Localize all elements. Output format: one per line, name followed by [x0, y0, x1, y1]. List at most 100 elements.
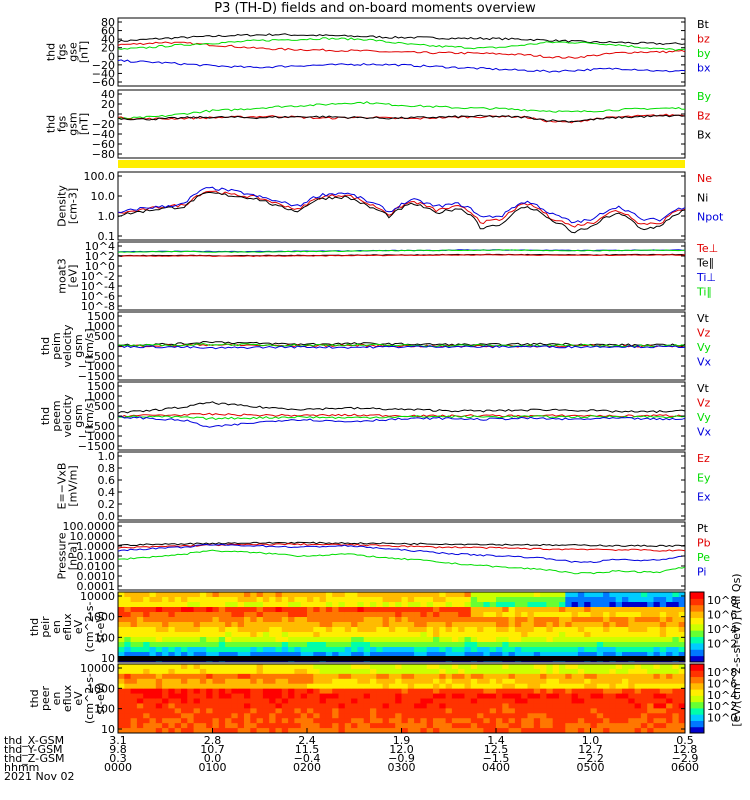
- ytick-label: 40: [101, 88, 115, 101]
- spectrogram-cell: [344, 602, 352, 608]
- spectrogram-cell: [275, 708, 283, 714]
- spectrogram-cell: [388, 664, 396, 670]
- spectrogram-cell: [666, 683, 673, 690]
- spectrogram-cell: [174, 688, 182, 694]
- spectrogram-cell: [206, 683, 213, 690]
- spectrogram-cell: [622, 673, 629, 680]
- spectrogram-cell: [212, 723, 220, 729]
- spectrogram-cell: [206, 647, 213, 653]
- spectrogram-cell: [288, 723, 295, 729]
- ylabel-line: en: [50, 692, 63, 706]
- spectrogram-cell: [275, 612, 283, 618]
- spectrogram-cell: [565, 637, 572, 643]
- spectrogram-cell: [508, 688, 516, 694]
- spectrogram-cell: [634, 617, 642, 623]
- legend-Ti∥: Ti∥: [696, 286, 712, 299]
- spectrogram-cell: [124, 673, 131, 680]
- spectrogram-cell: [577, 637, 585, 643]
- spectrogram-cell: [244, 718, 251, 724]
- spectrogram-cell: [678, 622, 686, 628]
- spectrogram-cell: [199, 713, 207, 719]
- spectrogram-cell: [640, 698, 648, 704]
- spectrogram-cell: [124, 693, 131, 699]
- spectrogram-cell: [237, 597, 245, 603]
- spectrogram-cell: [237, 708, 245, 714]
- spectrogram-cell: [433, 622, 440, 628]
- ytick-label: −60: [92, 76, 115, 89]
- spectrogram-cell: [603, 602, 610, 608]
- spectrogram-cell: [149, 703, 157, 709]
- spectrogram-cell: [244, 664, 251, 670]
- spectrogram-cell: [351, 723, 358, 729]
- spectrogram-cell: [603, 668, 610, 675]
- spectrogram-cell: [622, 622, 629, 628]
- spectrogram-cell: [319, 632, 327, 638]
- spectrogram-cell: [489, 668, 497, 675]
- spectrogram-cell: [250, 673, 257, 680]
- spectrogram-cell: [483, 647, 491, 653]
- spectrogram-cell: [344, 728, 352, 734]
- spectrogram-cell: [193, 622, 201, 628]
- ylabel-line: [km/s]: [83, 328, 96, 363]
- spectrogram-cell: [225, 708, 232, 714]
- spectrogram-cell: [439, 718, 446, 724]
- spectrogram-cell: [218, 698, 226, 704]
- spectrogram-cell: [288, 597, 295, 603]
- ytick-label: 0: [108, 108, 115, 121]
- spectrogram-cell: [666, 698, 673, 704]
- colorbar-step: [690, 695, 704, 703]
- spectrogram-cell: [571, 652, 579, 658]
- spectrogram-cell: [502, 708, 509, 714]
- spectrogram-cell: [344, 642, 352, 648]
- spectrogram-cell: [496, 693, 503, 699]
- spectrogram-cell: [275, 698, 283, 704]
- spectrogram-cell: [584, 617, 591, 623]
- spectrogram-cell: [244, 647, 251, 653]
- spectrogram-cell: [199, 632, 207, 638]
- spectrogram-cell: [244, 703, 251, 709]
- spectrogram-cell: [477, 728, 484, 734]
- spectrogram-cell: [477, 698, 484, 704]
- spectrogram-cell: [244, 708, 251, 714]
- spectrogram-cell: [596, 708, 604, 714]
- spectrogram-cell: [269, 728, 276, 734]
- spectrogram-cell: [407, 693, 415, 699]
- spectrogram-cell: [426, 693, 434, 699]
- spectrogram-cell: [313, 642, 320, 648]
- spectrogram-cell: [181, 713, 188, 719]
- spectrogram-cell: [615, 652, 623, 658]
- spectrogram-cell: [640, 688, 648, 694]
- spectrogram-cell: [445, 664, 453, 670]
- spectrogram-cell: [388, 642, 396, 648]
- spectrogram-cell: [124, 597, 131, 603]
- spectrogram-cell: [483, 632, 491, 638]
- spectrogram-cell: [615, 703, 623, 709]
- time-axis-value: 0600: [671, 761, 699, 774]
- spectrogram-cell: [496, 664, 503, 670]
- spectrogram-cell: [533, 723, 541, 729]
- spectrogram-cell: [653, 703, 661, 709]
- spectrogram-cell: [118, 698, 125, 704]
- spectrogram-cell: [514, 637, 522, 643]
- spectrogram-cell: [640, 728, 648, 734]
- spectrogram-cell: [136, 637, 144, 643]
- spectrogram-cell: [281, 617, 289, 623]
- spectrogram-cell: [502, 713, 509, 719]
- spectrogram-cell: [162, 664, 169, 670]
- colorbar-step: [690, 689, 704, 696]
- ytick-label: 1.0000: [77, 540, 116, 553]
- spectrogram-cell: [603, 612, 610, 618]
- spectrogram-cell: [181, 647, 188, 653]
- spectrogram-cell: [514, 728, 522, 734]
- spectrogram-cell: [162, 602, 169, 608]
- spectrogram-cell: [590, 602, 598, 608]
- spectrogram-cell: [168, 652, 176, 658]
- spectrogram-cell: [237, 652, 245, 658]
- spectrogram-cell: [615, 728, 623, 734]
- spectrogram-cell: [634, 632, 642, 638]
- spectrogram-cell: [231, 602, 239, 608]
- spectrogram-cell: [407, 728, 415, 734]
- spectrogram-cell: [540, 627, 547, 633]
- spectrogram-cell: [281, 693, 289, 699]
